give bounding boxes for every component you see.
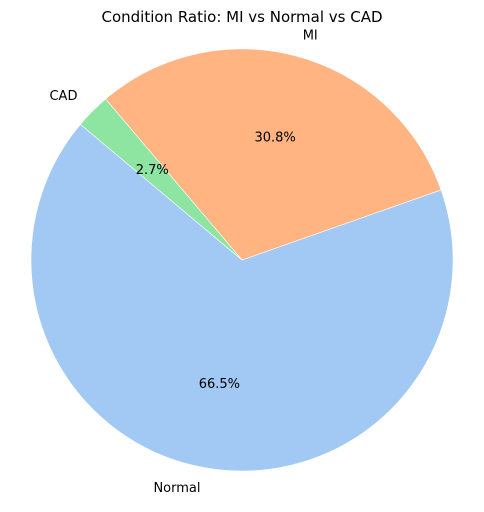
pie-labels: Normal 66.5% MI 30.8% CAD 2.7% xyxy=(49,28,317,495)
slice-percent-normal: 66.5% xyxy=(199,377,240,392)
pie-slice-cad xyxy=(79,98,243,261)
pie-slice-normal xyxy=(30,123,454,472)
slice-percent-mi: 30.8% xyxy=(254,130,295,145)
slice-percent-cad: 2.7% xyxy=(136,163,169,178)
slice-label-mi: MI xyxy=(303,28,318,43)
slice-label-cad: CAD xyxy=(49,89,77,104)
chart-title: Condition Ratio: MI vs Normal vs CAD xyxy=(101,8,382,26)
pie-slices xyxy=(30,48,454,472)
slice-label-normal: Normal xyxy=(153,481,200,496)
pie-slice-mi xyxy=(105,48,442,261)
